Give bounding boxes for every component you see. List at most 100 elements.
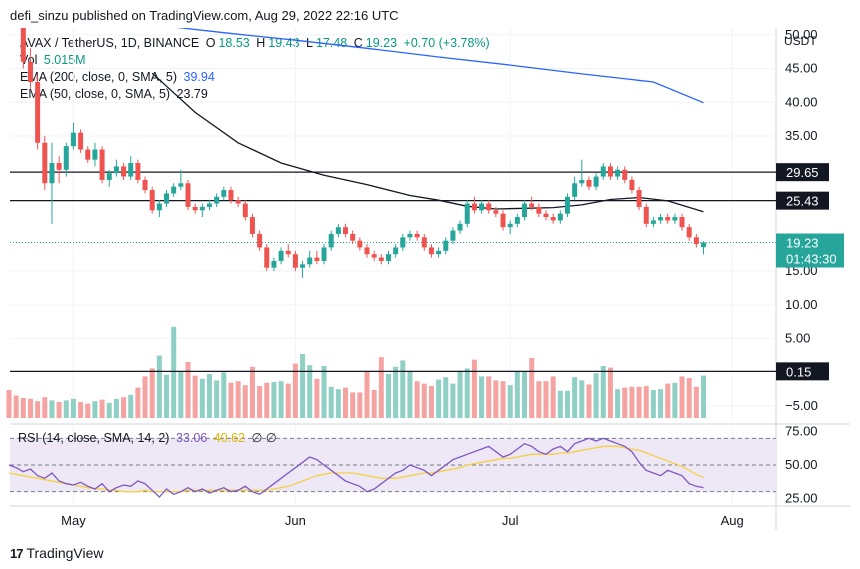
- volume-bar: [385, 374, 391, 418]
- candle-down: [257, 233, 263, 248]
- horizontal-line-price-tag: [776, 191, 829, 210]
- candle-up: [70, 132, 76, 147]
- candle-up: [522, 203, 528, 218]
- candle-up: [407, 233, 413, 238]
- candle-down: [679, 217, 685, 228]
- candle-up: [400, 237, 406, 248]
- volume-bar: [278, 381, 284, 418]
- ema200-legend: EMA (200, close, 0, SMA, 5) 39.94: [20, 70, 218, 84]
- high-label: H: [256, 36, 266, 50]
- volume-bar: [35, 401, 41, 418]
- candle-down: [242, 203, 248, 218]
- candle-up: [199, 206, 205, 211]
- horizontal-line-price-tag: [776, 163, 829, 182]
- volume-bar: [199, 378, 205, 418]
- ema50-label[interactable]: EMA (50, close, 0, SMA, 5): [20, 87, 171, 101]
- ema50-value: 23.79: [176, 87, 208, 101]
- ema200-label[interactable]: EMA (200, close, 0, SMA, 5): [20, 70, 178, 84]
- candle-up: [514, 217, 520, 224]
- price-tick-label: 40.00: [785, 94, 818, 109]
- candle-down: [428, 247, 434, 255]
- horizontal-line-price-tag: [776, 362, 829, 381]
- volume-bar: [615, 389, 621, 418]
- volume-bar: [364, 370, 370, 418]
- volume-bar: [443, 377, 449, 418]
- volume-bar: [464, 368, 470, 418]
- candle-down: [665, 217, 671, 221]
- volume-bar: [78, 402, 84, 418]
- candle-up: [650, 220, 656, 224]
- volume-bar: [622, 387, 628, 418]
- rsi-extra: ∅ ∅: [251, 431, 277, 445]
- candle-up: [393, 247, 399, 255]
- volume-bar: [206, 374, 212, 418]
- volume-bar: [400, 360, 406, 418]
- candle-down: [500, 213, 506, 228]
- candle-down: [607, 166, 613, 177]
- candle-up: [479, 203, 485, 211]
- volume-bar: [300, 354, 306, 418]
- volume-bar: [471, 359, 477, 418]
- change-value: +0.70 (+3.78%): [403, 36, 490, 50]
- candle-up: [557, 213, 563, 221]
- candle-down: [192, 206, 198, 211]
- volume-bar: [636, 386, 642, 418]
- rsi-label[interactable]: RSI (14, close, SMA, 14, 2): [18, 431, 170, 445]
- volume-bar: [436, 379, 442, 418]
- vol-value: 5.015M: [43, 53, 86, 67]
- close-label: C: [353, 36, 363, 50]
- rsi-value: 33.06: [175, 431, 208, 445]
- candle-down: [421, 237, 427, 248]
- volume-bar: [371, 390, 377, 418]
- candle-down: [622, 169, 628, 180]
- volume-bar: [643, 386, 649, 418]
- candle-down: [20, 28, 26, 62]
- candle-down: [135, 163, 141, 180]
- symbol-label[interactable]: AVAX / TetherUS, 1D, BINANCE: [20, 36, 200, 50]
- candle-up: [171, 186, 177, 194]
- candle-down: [27, 61, 33, 83]
- volume-bar: [350, 392, 356, 418]
- volume-bar: [457, 370, 463, 418]
- candle-up: [385, 254, 391, 261]
- candle-down: [78, 132, 84, 150]
- volume-bar: [63, 400, 69, 418]
- rsi-sma-value: 40.62: [213, 431, 245, 445]
- candle-down: [85, 149, 91, 160]
- rsi-tick-label: 50.00: [785, 457, 818, 472]
- volume-bar: [171, 326, 177, 418]
- volume-bar: [106, 402, 112, 418]
- volume-bar: [335, 389, 341, 418]
- candle-up: [443, 240, 449, 251]
- volume-bar: [328, 386, 334, 418]
- candle-up: [206, 203, 212, 207]
- candle-up: [564, 196, 570, 214]
- candle-down: [486, 203, 492, 211]
- volume-bar: [185, 362, 191, 418]
- volume-bar: [658, 389, 664, 418]
- volume-bar: [572, 377, 578, 418]
- candle-down: [185, 183, 191, 207]
- volume-bar: [228, 382, 234, 418]
- volume-bar: [486, 376, 492, 418]
- volume-bar: [292, 363, 298, 418]
- volume-bar: [393, 366, 399, 418]
- volume-bar: [701, 375, 707, 418]
- candle-up: [600, 166, 606, 177]
- volume-bar: [70, 398, 76, 418]
- candle-down: [471, 203, 477, 211]
- volume-bar: [149, 368, 155, 418]
- volume-bar: [693, 386, 699, 418]
- publish-info: defi_sinzu published on TradingView.com,…: [10, 8, 399, 23]
- candle-up: [701, 242, 707, 248]
- tradingview-footer: 17 TradingView: [10, 545, 104, 561]
- volume-bar: [257, 386, 263, 418]
- candle-down: [550, 217, 556, 221]
- low-value: 17.48: [315, 36, 348, 50]
- candle-up: [49, 163, 55, 184]
- candle-up: [156, 203, 162, 211]
- volume-bar: [192, 375, 198, 418]
- volume-bar: [607, 367, 613, 418]
- candle-up: [457, 223, 463, 231]
